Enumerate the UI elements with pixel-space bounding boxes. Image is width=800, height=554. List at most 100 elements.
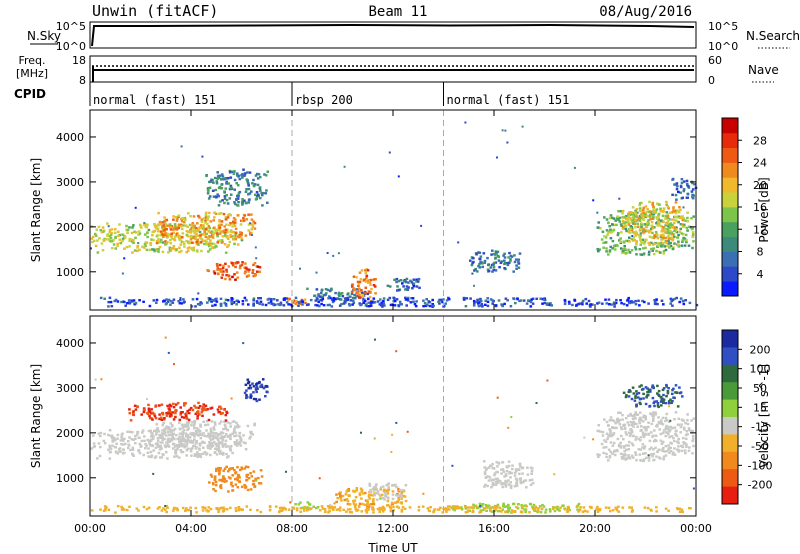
data-cell	[375, 492, 378, 495]
data-cell	[162, 229, 166, 232]
data-cell	[315, 506, 318, 510]
data-cell	[653, 209, 656, 213]
colorbar-swatch	[722, 364, 738, 383]
data-cell	[597, 509, 601, 512]
data-cell	[189, 450, 193, 453]
data-cell	[110, 305, 114, 308]
data-cell	[369, 491, 372, 494]
data-cell	[92, 442, 96, 445]
data-cell	[202, 217, 206, 220]
data-cell	[135, 507, 139, 510]
data-cell	[219, 484, 223, 487]
data-cell	[616, 418, 619, 422]
data-cell	[404, 280, 408, 284]
data-cell	[189, 439, 192, 442]
data-cell	[116, 244, 119, 248]
data-cell	[367, 508, 370, 511]
data-cell	[659, 207, 662, 210]
data-cell	[179, 297, 182, 299]
data-cell	[166, 430, 170, 433]
data-cell	[229, 422, 232, 425]
data-cell	[601, 302, 604, 305]
data-cell	[120, 442, 123, 446]
data-cell	[244, 465, 248, 468]
data-cell	[208, 186, 212, 189]
data-cell	[108, 451, 112, 454]
data-cell	[338, 509, 342, 512]
data-cell	[519, 465, 522, 468]
data-cell	[628, 456, 632, 459]
data-cell	[239, 508, 243, 511]
data-cell	[563, 302, 567, 306]
data-cell	[121, 239, 124, 242]
data-cell	[624, 214, 628, 218]
data-cell	[259, 469, 263, 472]
data-cell	[150, 443, 154, 447]
data-cell	[668, 436, 671, 439]
data-cell	[491, 462, 494, 466]
data-cell	[146, 231, 149, 235]
data-cell	[479, 304, 483, 307]
data-cell	[175, 233, 178, 236]
data-cell	[161, 413, 165, 416]
data-cell	[152, 238, 155, 242]
data-cell	[250, 430, 253, 434]
data-cell	[445, 510, 448, 513]
data-cell	[652, 452, 656, 456]
data-cell	[343, 300, 347, 303]
data-cell	[397, 494, 400, 497]
data-cell	[400, 510, 404, 513]
data-cell	[174, 411, 177, 415]
data-cell	[326, 505, 330, 508]
data-cell	[261, 193, 264, 196]
data-cell	[366, 501, 369, 504]
data-cell	[194, 429, 198, 433]
data-cell	[407, 281, 410, 284]
data-cell	[184, 432, 188, 435]
data-cell	[682, 441, 685, 444]
y-tick-label: 2000	[56, 221, 84, 234]
data-cell	[492, 467, 496, 470]
data-cell	[195, 240, 198, 244]
data-cell	[662, 207, 666, 210]
data-cell	[358, 293, 361, 297]
data-cell	[630, 506, 633, 509]
data-cell	[642, 223, 646, 226]
data-cell	[196, 430, 199, 433]
data-cell	[483, 466, 486, 469]
data-cell	[279, 301, 283, 304]
data-cell	[618, 443, 621, 447]
data-cell	[627, 214, 631, 217]
data-cell	[616, 218, 619, 221]
data-cell	[152, 472, 155, 475]
data-cell	[215, 196, 218, 199]
data-cell	[91, 235, 95, 239]
data-cell	[495, 461, 499, 464]
data-cell	[218, 263, 222, 267]
data-cell	[193, 225, 196, 229]
data-cell	[236, 276, 240, 279]
data-cell	[603, 418, 606, 421]
colorbar-swatch	[722, 132, 738, 149]
data-cell	[179, 449, 183, 452]
data-cell	[620, 231, 623, 234]
data-cell	[661, 416, 665, 420]
data-cell	[103, 237, 106, 241]
beam-title: Beam 11	[368, 4, 427, 20]
data-cell	[302, 509, 306, 512]
data-cell	[484, 483, 487, 487]
data-cell	[170, 232, 174, 235]
data-cell	[257, 482, 261, 485]
data-cell	[192, 246, 196, 249]
data-cell	[624, 251, 628, 255]
data-cell	[671, 389, 674, 392]
data-cell	[193, 444, 196, 447]
data-cell	[350, 290, 354, 293]
data-cell	[495, 251, 498, 254]
data-cell	[659, 210, 663, 213]
data-cell	[142, 505, 146, 509]
data-cell	[517, 261, 520, 264]
data-cell	[517, 258, 520, 261]
data-cell	[218, 212, 221, 215]
